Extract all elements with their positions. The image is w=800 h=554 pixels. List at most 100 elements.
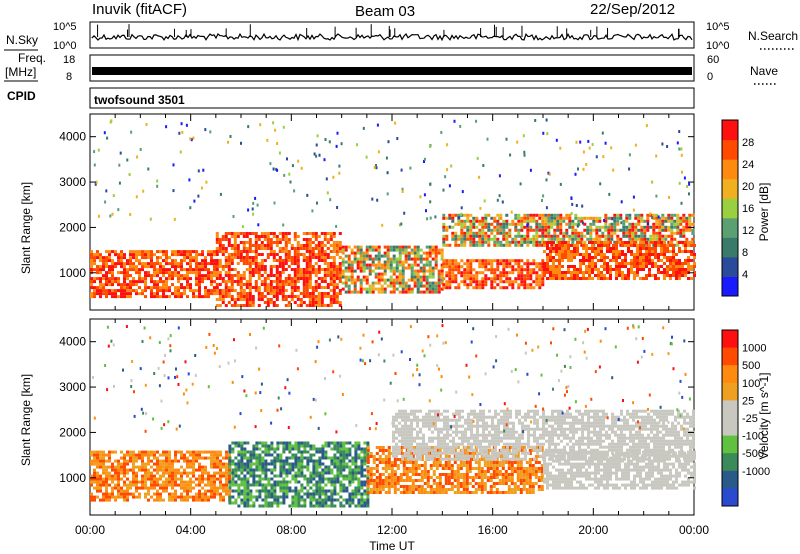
data-cell — [549, 265, 552, 268]
data-cell — [402, 458, 406, 461]
data-cell — [332, 235, 336, 238]
data-cell — [192, 486, 195, 490]
data-cell — [543, 274, 546, 277]
data-cell — [228, 501, 232, 505]
data-cell — [177, 274, 180, 278]
data-cell — [559, 146, 562, 150]
data-cell — [523, 216, 527, 220]
data-cell — [552, 274, 555, 277]
data-cell — [296, 280, 300, 283]
data-cell — [541, 283, 545, 287]
data-cell — [389, 266, 393, 270]
data-cell — [123, 295, 126, 299]
data-cell — [428, 281, 432, 285]
data-cell — [561, 271, 564, 274]
data-cell — [144, 289, 147, 293]
data-cell — [168, 295, 171, 299]
data-cell — [126, 274, 129, 278]
data-cell — [419, 266, 423, 270]
data-cell — [227, 140, 229, 144]
data-cell — [413, 269, 417, 273]
data-cell — [526, 277, 530, 281]
data-cell — [192, 136, 195, 140]
data-cell — [547, 234, 551, 238]
data-cell — [234, 462, 238, 466]
data-cell — [357, 477, 361, 481]
data-cell — [117, 271, 120, 275]
data-cell — [144, 480, 147, 484]
data-cell — [502, 265, 506, 269]
data-cell — [242, 283, 246, 286]
data-cell — [407, 245, 411, 249]
data-cell — [532, 271, 536, 275]
data-cell — [141, 468, 144, 472]
data-cell — [297, 504, 301, 508]
data-cell — [549, 250, 552, 253]
data-cell — [526, 240, 530, 244]
data-cell — [448, 265, 452, 269]
data-cell — [632, 208, 635, 212]
data-cell — [371, 281, 375, 285]
data-cell — [408, 491, 412, 494]
data-cell — [293, 232, 297, 235]
data-cell — [282, 489, 286, 493]
data-cell — [123, 474, 126, 478]
data-cell — [275, 292, 279, 295]
data-cell — [273, 486, 277, 490]
data-cell — [691, 237, 695, 241]
data-cell — [457, 222, 461, 226]
data-cell — [219, 459, 222, 463]
data-cell — [168, 277, 171, 281]
data-cell — [266, 241, 270, 244]
data-cell — [326, 232, 330, 235]
data-cell — [622, 228, 626, 232]
data-cell — [616, 222, 620, 226]
data-cell — [410, 257, 414, 261]
data-cell — [272, 235, 276, 238]
data-cell — [270, 459, 274, 463]
data-cell — [484, 234, 488, 238]
data-cell — [645, 265, 648, 268]
data-cell — [562, 216, 566, 220]
data-cell — [303, 444, 307, 448]
data-cell — [579, 241, 582, 244]
data-cell — [475, 259, 479, 263]
data-cell — [597, 277, 600, 280]
data-cell — [402, 464, 406, 467]
data-cell — [393, 482, 397, 485]
data-cell — [231, 501, 235, 505]
data-cell — [230, 286, 234, 289]
data-cell — [520, 225, 524, 229]
data-cell — [242, 271, 246, 274]
data-cell — [239, 280, 243, 283]
data-cell — [634, 231, 638, 235]
data-cell — [108, 280, 111, 284]
data-cell — [333, 486, 337, 490]
data-cell — [141, 250, 144, 254]
data-cell — [221, 268, 225, 271]
data-cell — [552, 256, 555, 259]
data-cell — [180, 492, 183, 496]
data-cell — [344, 275, 348, 279]
data-cell — [290, 298, 294, 301]
data-cell — [305, 292, 309, 295]
data-cell — [189, 250, 192, 254]
data-cell — [639, 262, 642, 265]
data-cell — [227, 238, 231, 241]
data-cell — [254, 283, 258, 286]
data-cell — [377, 278, 381, 282]
data-cell — [372, 491, 376, 494]
data-cell — [440, 275, 444, 279]
data-cell — [457, 243, 461, 247]
data-cell — [147, 456, 150, 460]
data-cell — [228, 480, 232, 484]
data-cell — [138, 262, 141, 266]
data-cell — [416, 245, 420, 249]
data-cell — [90, 265, 93, 269]
data-cell — [105, 453, 108, 457]
data-cell — [159, 286, 162, 290]
data-cell — [275, 241, 279, 244]
data-cell — [663, 244, 666, 247]
data-cell — [657, 277, 660, 280]
data-cell — [535, 240, 539, 244]
